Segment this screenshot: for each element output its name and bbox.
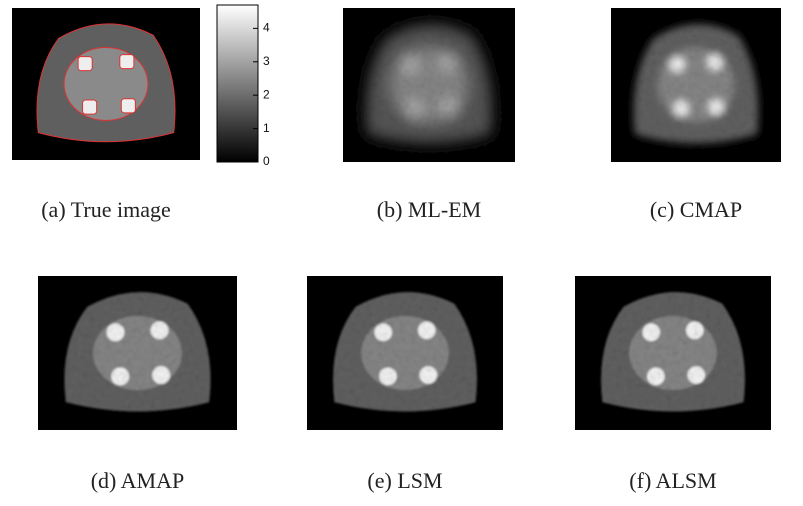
colorbar-tick-label: 1 (263, 121, 270, 135)
caption: (e) LSM (367, 468, 442, 493)
panel-image (12, 8, 200, 160)
image-content (333, 292, 477, 411)
hot-spot (374, 324, 392, 342)
caption: (a) True image (41, 197, 171, 222)
hot-spot (120, 55, 134, 69)
hot-spot (419, 366, 437, 384)
hot-spot (106, 323, 124, 341)
figure: 0 1 2 3 4 (a) True image (b) ML-EM (c) CMAP (d) … (0, 0, 803, 506)
hot-spot (674, 101, 689, 116)
hot-spot (440, 55, 455, 70)
image-content (37, 24, 175, 142)
image-content (64, 292, 210, 411)
panel-image (38, 276, 237, 430)
hot-spot (686, 322, 704, 340)
colorbar-tick-label: 3 (263, 54, 270, 68)
caption: (f) ALSM (629, 468, 716, 493)
colorbar-tick-label: 0 (263, 154, 270, 168)
caption: (d) AMAP (91, 468, 185, 493)
hot-spot (78, 57, 92, 71)
hot-spot (709, 99, 724, 114)
caption: (c) CMAP (650, 197, 742, 222)
caption: (b) ML-EM (377, 197, 481, 222)
hot-spot (418, 322, 436, 340)
panel-image (307, 276, 503, 430)
hot-spot (121, 99, 135, 113)
hot-spot (402, 57, 417, 72)
image-content (601, 292, 745, 411)
colorbar-tick-label: 4 (263, 21, 270, 35)
image-content (634, 24, 759, 143)
hot-spot (707, 55, 722, 70)
hot-spot (406, 101, 421, 116)
hot-spot (111, 367, 129, 385)
hot-spot (670, 57, 685, 72)
hot-spot (642, 324, 660, 342)
colorbar (217, 5, 258, 162)
colorbar-tick-label: 2 (263, 87, 270, 101)
panel-image (611, 8, 781, 162)
hot-spot (647, 368, 665, 386)
hot-spot (83, 100, 97, 114)
hot-spot (687, 366, 705, 384)
panel-image (343, 8, 515, 162)
hot-spot (152, 366, 170, 384)
hot-spot (379, 368, 397, 386)
image-content (366, 24, 492, 143)
hot-spot (442, 99, 457, 114)
panel-image (575, 276, 771, 430)
hot-spot (151, 321, 169, 339)
